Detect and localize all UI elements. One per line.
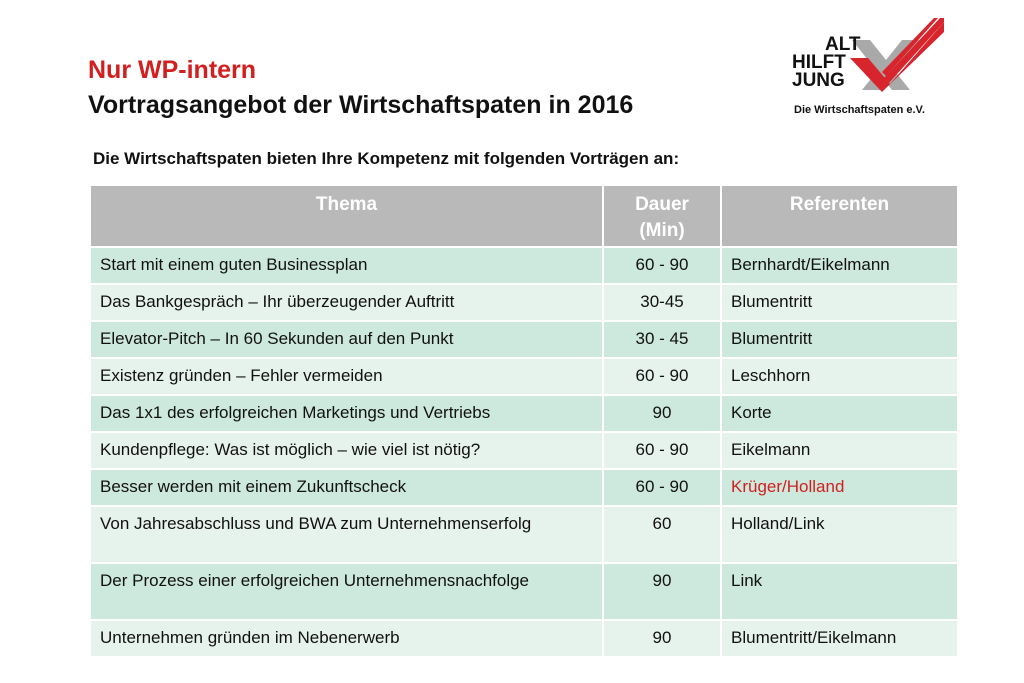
column-header-topic: Thema xyxy=(89,184,604,248)
duration-cell: 60 xyxy=(602,505,722,564)
topic-cell: Besser werden mit einem Zukunftscheck xyxy=(89,468,604,507)
speakers-cell: Link xyxy=(720,562,959,621)
topic-cell: Existenz gründen – Fehler vermeiden xyxy=(89,357,604,396)
topic-cell: Elevator-Pitch – In 60 Sekunden auf den … xyxy=(89,320,604,359)
duration-cell: 60 - 90 xyxy=(602,468,722,507)
topic-cell: Das 1x1 des erfolgreichen Marketings und… xyxy=(89,394,604,433)
table-row: Unternehmen gründen im Nebenerwerb 90 Bl… xyxy=(89,619,959,658)
logo-subtitle: Die Wirtschaftspaten e.V. xyxy=(794,104,925,116)
table-row: Der Prozess einer erfolgreichen Unterneh… xyxy=(89,562,959,621)
table-row: Besser werden mit einem Zukunftscheck 60… xyxy=(89,468,959,507)
table-row: Das 1x1 des erfolgreichen Marketings und… xyxy=(89,394,959,433)
table-header-row: Thema Dauer (Min) Referenten xyxy=(89,184,959,248)
duration-cell: 60 - 90 xyxy=(602,431,722,470)
topic-cell: Start mit einem guten Businessplan xyxy=(89,246,604,285)
duration-cell: 30-45 xyxy=(602,283,722,322)
speakers-cell: Bernhardt/Eikelmann xyxy=(720,246,959,285)
column-header-duration: Dauer (Min) xyxy=(602,184,722,248)
table-row: Kundenpflege: Was ist möglich – wie viel… xyxy=(89,431,959,470)
speakers-cell: Holland/Link xyxy=(720,505,959,564)
duration-cell: 60 - 90 xyxy=(602,246,722,285)
logo: ALT HILFT JUNG Die Wirtschaftspaten e.V. xyxy=(792,18,952,118)
intro-text: Die Wirtschaftspaten bieten Ihre Kompete… xyxy=(93,149,680,168)
duration-cell: 90 xyxy=(602,619,722,658)
table-row: Start mit einem guten Businessplan 60 - … xyxy=(89,246,959,285)
topic-cell: Das Bankgespräch – Ihr überzeugender Auf… xyxy=(89,283,604,322)
topic-cell: Kundenpflege: Was ist möglich – wie viel… xyxy=(89,431,604,470)
table-row: Von Jahresabschluss und BWA zum Unterneh… xyxy=(89,505,959,564)
table-row: Elevator-Pitch – In 60 Sekunden auf den … xyxy=(89,320,959,359)
column-header-speakers: Referenten xyxy=(720,184,959,248)
duration-cell: 30 - 45 xyxy=(602,320,722,359)
logo-line-alt: ALT xyxy=(825,34,861,55)
duration-header-line2: (Min) xyxy=(639,220,685,241)
duration-cell: 60 - 90 xyxy=(602,357,722,396)
logo-line-hilft: HILFT xyxy=(792,52,846,73)
speakers-cell: Korte xyxy=(720,394,959,433)
duration-cell: 90 xyxy=(602,562,722,621)
talks-table: Thema Dauer (Min) Referenten Start mit e… xyxy=(89,184,959,658)
logo-line-jung: JUNG xyxy=(792,70,845,91)
internal-label: Nur WP-intern xyxy=(88,56,257,84)
topic-cell: Von Jahresabschluss und BWA zum Unterneh… xyxy=(89,505,604,564)
speakers-cell: Leschhorn xyxy=(720,357,959,396)
speakers-cell: Krüger/Holland xyxy=(720,468,959,507)
speakers-cell: Blumentritt/Eikelmann xyxy=(720,619,959,658)
table-row: Existenz gründen – Fehler vermeiden 60 -… xyxy=(89,357,959,396)
duration-header-line1: Dauer xyxy=(635,194,689,215)
speakers-cell: Eikelmann xyxy=(720,431,959,470)
speakers-cell: Blumentritt xyxy=(720,283,959,322)
table-row: Das Bankgespräch – Ihr überzeugender Auf… xyxy=(89,283,959,322)
duration-cell: 90 xyxy=(602,394,722,433)
checkmark-logo-icon xyxy=(850,18,944,92)
topic-cell: Unternehmen gründen im Nebenerwerb xyxy=(89,619,604,658)
speakers-cell: Blumentritt xyxy=(720,320,959,359)
page-title: Vortragsangebot der Wirtschaftspaten in … xyxy=(88,91,634,119)
topic-cell: Der Prozess einer erfolgreichen Unterneh… xyxy=(89,562,604,621)
